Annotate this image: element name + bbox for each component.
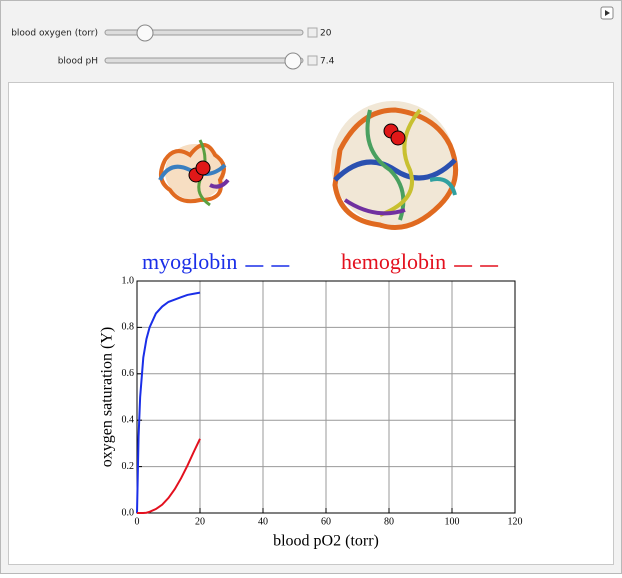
slider-label: blood pH [58,57,98,67]
y-axis-label: oxygen saturation (Y) [99,327,116,467]
menu-icon [605,10,610,16]
slider-expand[interactable] [307,55,318,66]
data-line [136,291,201,514]
legend-label: hemoglobin [341,249,446,274]
slider-value: 20 [320,29,332,39]
slider-track[interactable] [104,29,304,36]
slider-value: 7.4 [320,57,335,67]
myoglobin-structure [158,139,230,207]
x-tick-label: 40 [258,516,268,527]
data-line [137,438,201,514]
y-tick-label: 0.6 [122,368,135,379]
x-tick-label: 80 [384,516,394,527]
slider-label: blood oxygen (torr) [11,29,98,39]
hemoglobin-structure [331,101,459,230]
x-tick-label: 20 [195,516,205,527]
plot-frame [136,280,516,514]
slider-thumb[interactable] [136,24,154,42]
y-tick-label: 1.0 [122,275,135,286]
slider-thumb[interactable] [284,52,302,70]
slider-track[interactable] [104,57,304,64]
slider-expand[interactable] [307,27,318,38]
y-tick-label: 0.0 [122,507,135,518]
x-tick-label: 0 [135,516,140,527]
x-tick-label: 100 [445,516,460,527]
y-tick-label: 0.4 [122,414,135,425]
x-axis-label: blood pO2 (torr) [273,533,379,550]
legend-label: myoglobin [142,249,237,274]
y-tick-label: 0.2 [122,461,135,472]
output-panel [8,82,614,565]
y-tick-label: 0.8 [122,322,135,333]
x-tick-label: 60 [321,516,331,527]
x-tick-label: 120 [508,516,523,527]
